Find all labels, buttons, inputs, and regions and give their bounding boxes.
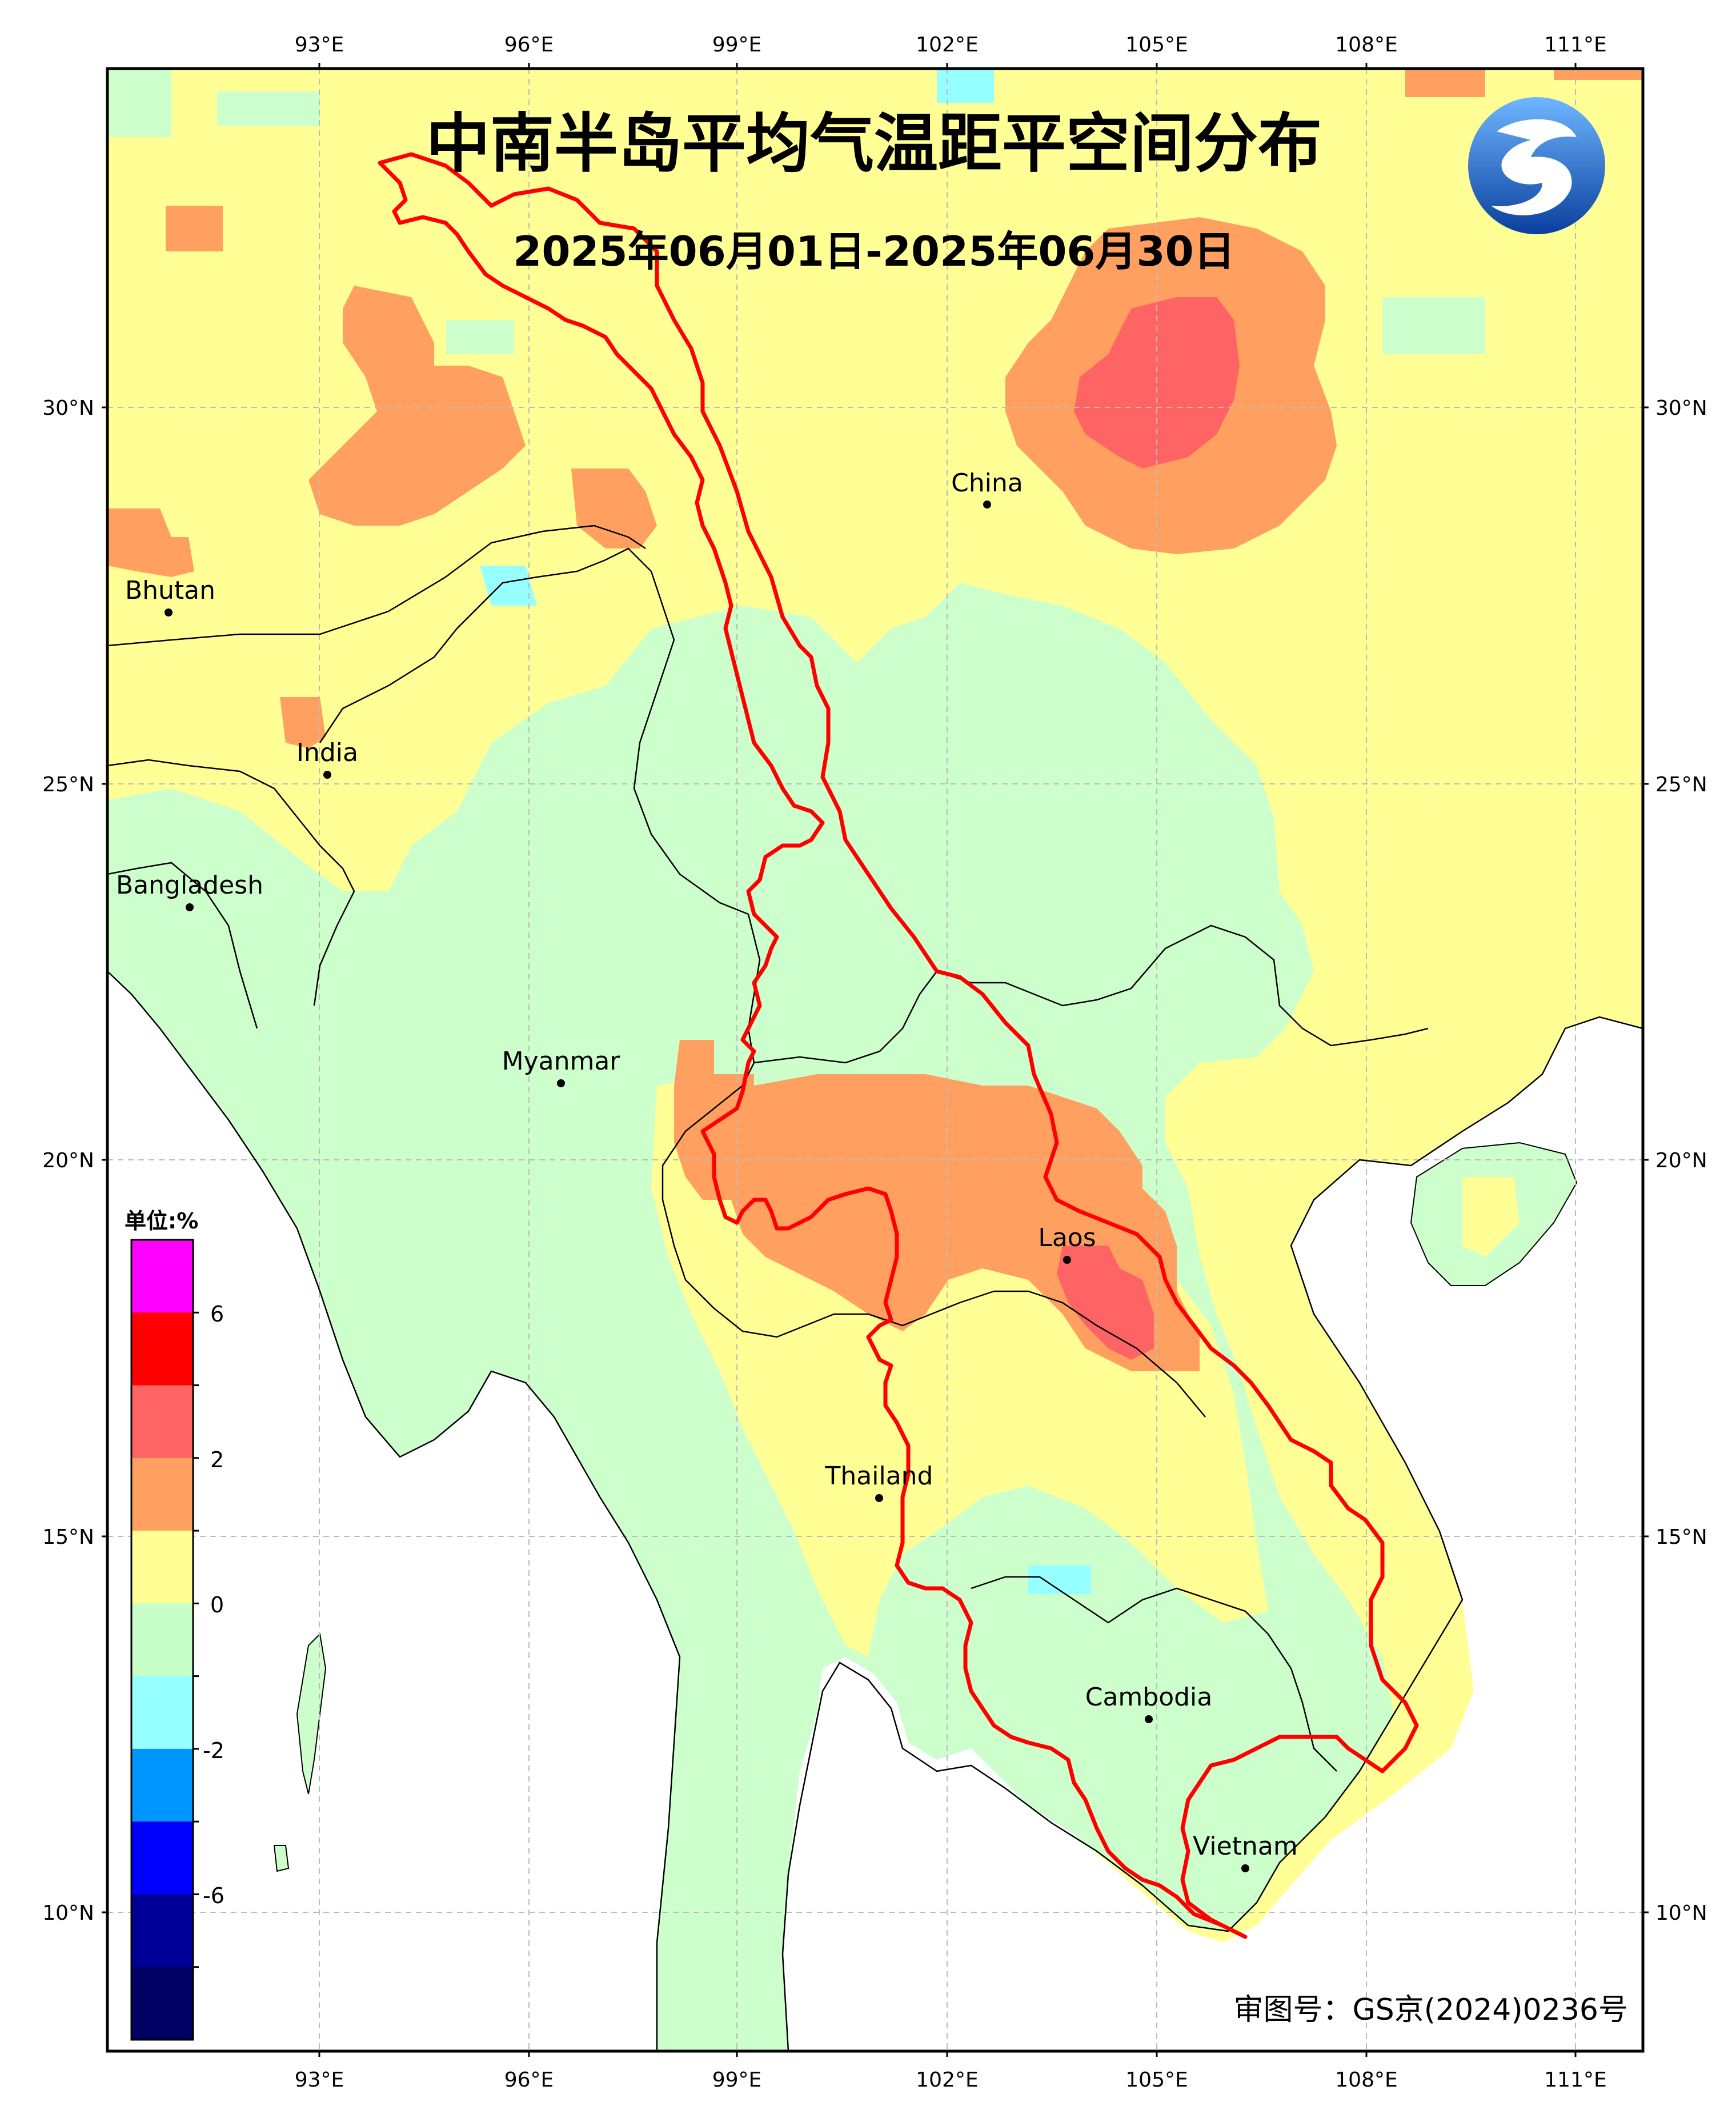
warm-anomaly-tibet-2 bbox=[571, 469, 657, 548]
lon-tick-top-108: 108°E bbox=[1335, 33, 1397, 57]
hot-anomaly-laos bbox=[1057, 1246, 1154, 1360]
lat-tick-right-15: 15°N bbox=[1655, 1526, 1707, 1549]
lat-tick-right-30: 30°N bbox=[1655, 397, 1707, 420]
colorbar: 单位:% 6 2 0 -2 -6 bbox=[125, 1208, 224, 2041]
lat-tick-left-10: 10°N bbox=[42, 1901, 94, 1925]
lat-tick-left-25: 25°N bbox=[42, 773, 94, 796]
green-patch-tibet bbox=[107, 69, 1485, 354]
lon-tick-top-96: 96°E bbox=[504, 33, 554, 57]
warm-anomaly-tibet bbox=[308, 286, 526, 526]
sea-gulf-of-thailand bbox=[783, 1543, 1643, 2051]
lat-tick-right-20: 20°N bbox=[1655, 1149, 1707, 1172]
colorbar-swatches bbox=[131, 1240, 199, 2040]
label-china: China bbox=[951, 469, 1023, 498]
lon-tick-top-105: 105°E bbox=[1125, 33, 1188, 57]
colorbar-swatch bbox=[131, 1240, 193, 1313]
marker-vietnam bbox=[1241, 1864, 1249, 1872]
marker-cambodia bbox=[1145, 1715, 1153, 1723]
colorbar-label-0: 0 bbox=[210, 1592, 224, 1617]
coastline bbox=[107, 971, 1643, 2051]
andaman-islands bbox=[296, 1632, 327, 1795]
warm-anomaly-india bbox=[280, 697, 326, 748]
map-area bbox=[107, 69, 1643, 2051]
warm-anomaly-tibet-3 bbox=[166, 206, 223, 251]
nicobar-island bbox=[273, 1845, 290, 1872]
cool-anomaly-north bbox=[937, 69, 994, 103]
label-thailand: Thailand bbox=[825, 1462, 933, 1491]
lon-tick-bottom-108: 108°E bbox=[1335, 2068, 1397, 2092]
lon-tick-top-99: 99°E bbox=[712, 33, 762, 57]
land-yellow-se-china bbox=[1280, 537, 1643, 1023]
dragon-logo-icon bbox=[1468, 97, 1605, 234]
lon-tick-bottom-93: 93°E bbox=[295, 2068, 344, 2092]
marker-bhutan bbox=[165, 608, 173, 616]
sea-bay-of-bengal bbox=[107, 971, 680, 2051]
colorbar-swatch bbox=[131, 1967, 193, 2040]
label-cambodia: Cambodia bbox=[1085, 1683, 1213, 1712]
map-subtitle: 2025年06月01日-2025年06月30日 bbox=[513, 227, 1234, 275]
graticule bbox=[107, 69, 1643, 2051]
place-markers: China Bhutan India Bangladesh Myanmar La… bbox=[116, 469, 1298, 1872]
map-title: 中南半岛平均气温距平空间分布 bbox=[426, 107, 1322, 181]
colorbar-label-neg6: -6 bbox=[203, 1883, 224, 1908]
label-india: India bbox=[296, 738, 358, 767]
colorbar-swatch bbox=[131, 1603, 193, 1677]
colorbar-swatch bbox=[131, 1821, 193, 1895]
marker-laos bbox=[1063, 1256, 1071, 1264]
cool-anomaly-tibet bbox=[480, 566, 537, 606]
country-borders bbox=[107, 525, 1429, 1772]
colorbar-swatch bbox=[131, 1312, 193, 1386]
hainan-warm bbox=[1462, 1177, 1519, 1257]
marker-myanmar bbox=[557, 1079, 565, 1087]
label-myanmar: Myanmar bbox=[502, 1047, 621, 1076]
colorbar-swatch bbox=[131, 1748, 193, 1822]
marker-india bbox=[323, 771, 331, 779]
lon-tick-top-102: 102°E bbox=[916, 33, 978, 57]
lat-tick-right-25: 25°N bbox=[1655, 773, 1707, 796]
colorbar-swatch bbox=[131, 1385, 193, 1459]
lon-tick-top-93: 93°E bbox=[295, 33, 344, 57]
lon-tick-bottom-102: 102°E bbox=[916, 2068, 978, 2092]
lon-tick-bottom-99: 99°E bbox=[712, 2068, 762, 2092]
colorbar-label-6: 6 bbox=[210, 1302, 224, 1327]
cool-anomaly-cambodia bbox=[1028, 1566, 1091, 1594]
label-bhutan: Bhutan bbox=[125, 576, 215, 605]
colorbar-frame bbox=[130, 1239, 194, 2041]
label-vietnam: Vietnam bbox=[1193, 1832, 1297, 1861]
marker-china bbox=[983, 501, 991, 509]
mekong-basin-boundary bbox=[378, 152, 1419, 1939]
lat-tick-left-30: 30°N bbox=[42, 397, 94, 420]
label-bangladesh: Bangladesh bbox=[116, 871, 263, 900]
marker-bangladesh bbox=[186, 903, 194, 911]
warm-anomaly-west-edge bbox=[107, 509, 194, 577]
lat-tick-right-10: 10°N bbox=[1655, 1901, 1707, 1925]
approval-number: 审图号：GS京(2024)0236号 bbox=[1233, 1993, 1628, 2027]
lon-tick-top-111: 111°E bbox=[1544, 33, 1606, 57]
lon-tick-bottom-105: 105°E bbox=[1125, 2068, 1188, 2092]
lat-tick-left-15: 15°N bbox=[42, 1526, 94, 1549]
tick-marks bbox=[102, 63, 1649, 2057]
lon-tick-bottom-96: 96°E bbox=[504, 2068, 554, 2092]
lon-tick-bottom-111: 111°E bbox=[1544, 2068, 1606, 2092]
map-frame bbox=[106, 67, 1645, 2053]
colorbar-swatch bbox=[131, 1531, 193, 1604]
colorbar-swatch bbox=[131, 1894, 193, 1968]
warm-anomaly-ne-corner bbox=[1405, 69, 1643, 97]
colorbar-swatch bbox=[131, 1458, 193, 1531]
lat-tick-left-20: 20°N bbox=[42, 1149, 94, 1172]
label-laos: Laos bbox=[1038, 1223, 1096, 1252]
marker-thailand bbox=[875, 1494, 883, 1502]
colorbar-label-neg2: -2 bbox=[203, 1738, 224, 1763]
colorbar-label-2: 2 bbox=[210, 1447, 224, 1472]
colorbar-unit: 单位:% bbox=[125, 1208, 198, 1234]
colorbar-swatch bbox=[131, 1676, 193, 1749]
